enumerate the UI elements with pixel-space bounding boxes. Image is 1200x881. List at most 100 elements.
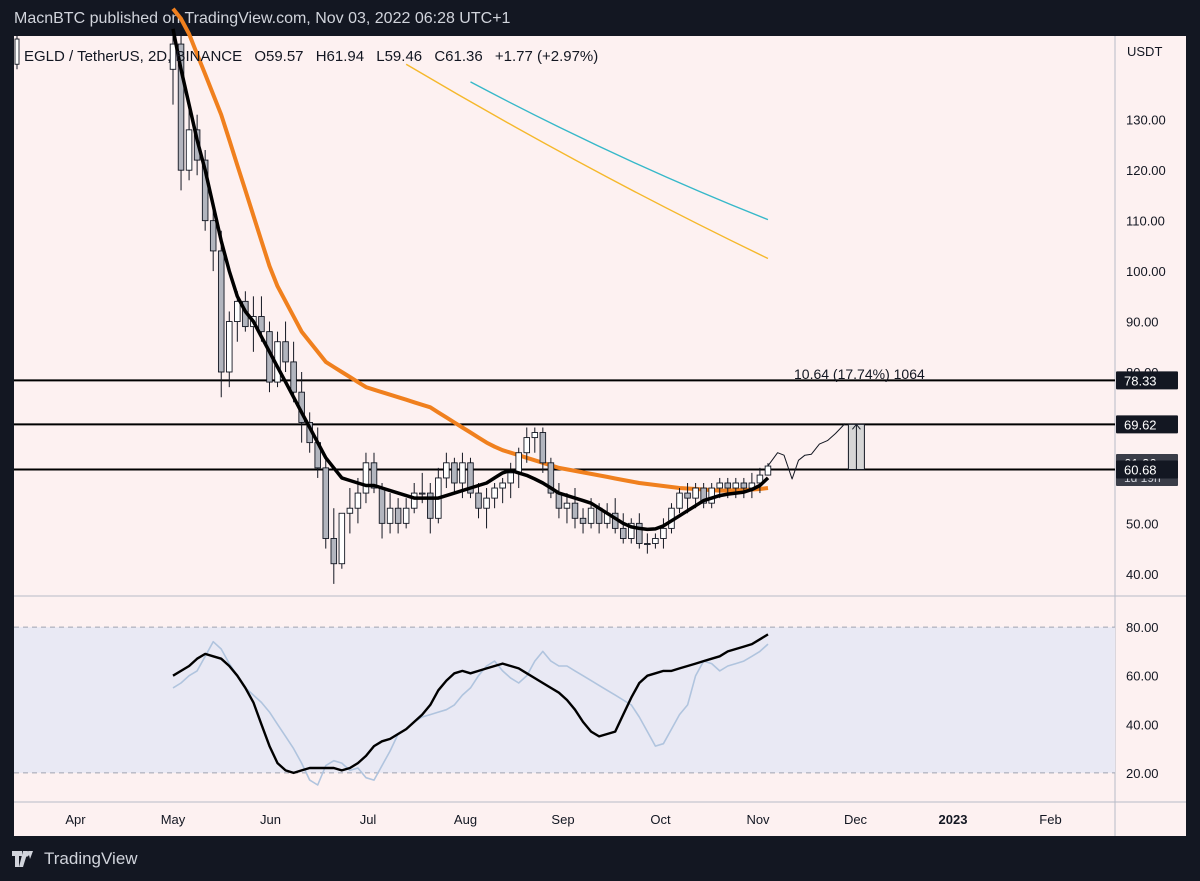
time-tick-label: Feb — [1039, 812, 1061, 827]
candle — [684, 492, 691, 499]
price-label-text: 78.33 — [1124, 373, 1157, 388]
candle — [740, 482, 748, 489]
candle — [756, 474, 764, 484]
time-tick-label: Dec — [844, 812, 868, 827]
rsi-line — [172, 640, 769, 786]
candle — [282, 341, 289, 363]
candle — [362, 462, 370, 494]
candle — [209, 220, 217, 252]
candle — [217, 250, 225, 373]
time-tick-label: Nov — [746, 812, 770, 827]
candle — [660, 527, 667, 539]
candle — [507, 472, 514, 484]
symbol-legend: EGLD / TetherUS, 2D, BINANCE O59.57 H61.… — [24, 48, 606, 65]
candle — [467, 462, 474, 494]
price-tick-label: 110.00 — [1126, 214, 1165, 229]
candle — [475, 492, 482, 509]
price-label-text: 69.62 — [1124, 417, 1157, 432]
projection-path — [767, 423, 846, 480]
candle — [579, 517, 587, 524]
candle — [539, 432, 547, 464]
legend-high: H61.94 — [315, 48, 365, 65]
measure-label: 10.64 (17.74%) 1064 — [794, 366, 925, 382]
candle — [338, 512, 346, 565]
rsi-tick-label: 60.00 — [1126, 669, 1159, 684]
legend-close: C61.36 — [434, 48, 483, 65]
candle — [234, 300, 241, 322]
candle — [226, 321, 233, 373]
candle — [346, 507, 354, 514]
time-tick-label: Jun — [260, 812, 281, 827]
candle — [418, 492, 426, 495]
candle — [443, 462, 450, 479]
rsi-tick-label: 40.00 — [1126, 717, 1159, 732]
candle — [354, 492, 362, 509]
price-tick-label: 50.00 — [1126, 516, 1159, 531]
ema-black-line — [171, 28, 770, 532]
price-axis-unit: USDT — [1127, 44, 1162, 59]
publish-header: MacnBTC published on TradingView.com, No… — [0, 0, 1200, 36]
candle — [619, 527, 627, 539]
candle — [716, 482, 723, 489]
candle — [515, 452, 522, 474]
candle — [410, 492, 418, 509]
candle — [451, 462, 458, 484]
candle — [427, 492, 434, 519]
candle — [378, 487, 386, 524]
rsi-tick-label: 80.00 — [1126, 620, 1159, 635]
tradingview-logo-icon — [12, 851, 33, 867]
time-tick-label: May — [161, 812, 186, 827]
candle — [258, 316, 265, 333]
time-tick-label: Jul — [360, 812, 377, 827]
price-tick-label: 90.00 — [1126, 315, 1159, 330]
candle — [523, 437, 531, 454]
time-tick-label: Apr — [65, 812, 86, 827]
candle — [587, 507, 595, 524]
candle — [201, 159, 209, 222]
ma-cyan-line — [470, 81, 769, 221]
time-tick-label: Oct — [650, 812, 671, 827]
legend-low: L59.46 — [376, 48, 423, 65]
footer: TradingView — [0, 836, 1200, 881]
candle — [330, 538, 338, 565]
candle — [14, 38, 20, 65]
candle — [644, 543, 651, 545]
tradingview-logo[interactable]: TradingView — [12, 849, 138, 869]
candle — [636, 522, 643, 544]
publish-header-text: MacnBTC published on TradingView.com, No… — [14, 10, 511, 27]
candle — [322, 467, 330, 539]
candle — [370, 462, 378, 489]
price-label-box — [1116, 460, 1178, 479]
rsi-ma-line — [172, 633, 769, 775]
candle — [547, 462, 555, 494]
ma-yellow-line — [405, 63, 769, 260]
candle — [394, 507, 402, 524]
rsi-band — [14, 627, 1115, 773]
price-label-box — [1116, 371, 1178, 390]
legend-open: O59.57 — [254, 48, 304, 65]
candle — [169, 43, 177, 70]
price-tick-label: 100.00 — [1126, 264, 1166, 279]
rsi-tick-label: 20.00 — [1126, 766, 1159, 781]
candle — [628, 522, 635, 539]
time-tick-label: 2023 — [939, 812, 968, 827]
tradingview-logo-text: TradingView — [44, 849, 138, 868]
time-tick-label: Sep — [551, 812, 574, 827]
candle — [290, 361, 297, 393]
candle — [177, 43, 185, 171]
price-label-box — [1116, 415, 1178, 434]
candle — [676, 492, 683, 509]
candle — [652, 538, 659, 544]
candle — [459, 462, 466, 484]
candle — [531, 432, 539, 439]
legend-change: +1.77 (+2.97%) — [494, 48, 599, 65]
candle — [724, 482, 732, 489]
candle — [708, 487, 715, 504]
candle — [563, 502, 571, 509]
candle — [571, 502, 579, 519]
candle — [764, 465, 772, 476]
legend-symbol[interactable]: EGLD / TetherUS, 2D, BINANCE — [24, 48, 243, 65]
price-label-text: 60.68 — [1124, 462, 1157, 477]
candle — [732, 482, 740, 489]
